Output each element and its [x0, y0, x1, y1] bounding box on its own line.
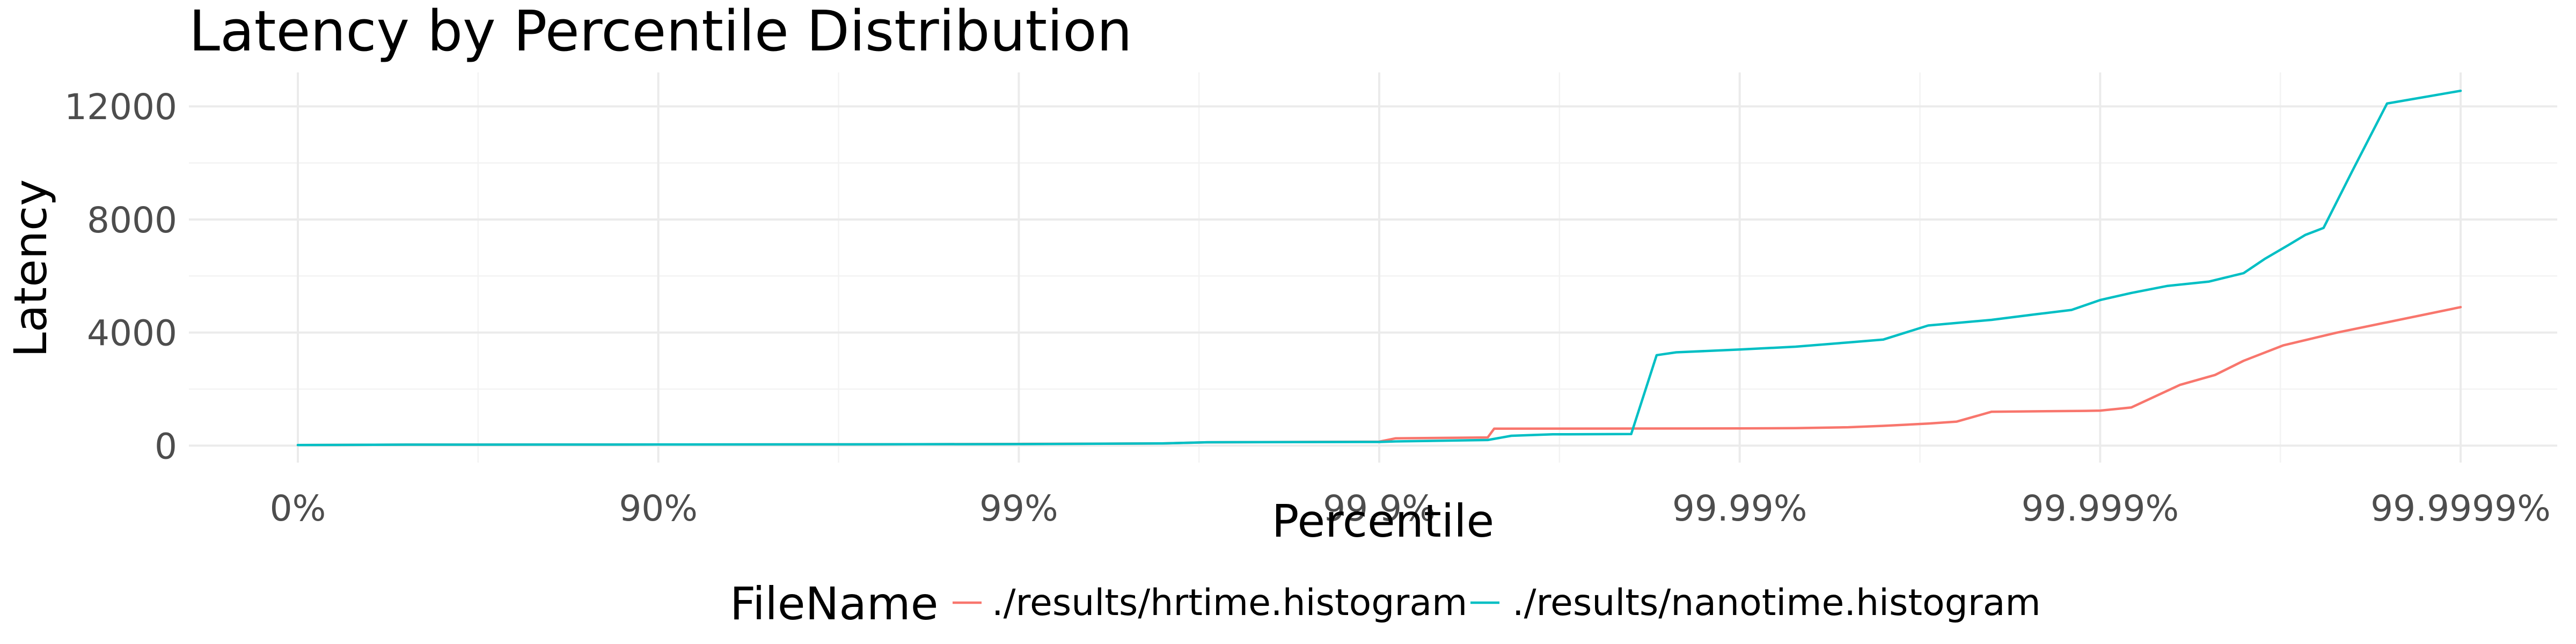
x-tick-label: 99.9% — [1323, 488, 1436, 529]
chart-title: Latency by Percentile Distribution — [189, 0, 1132, 64]
x-tick-label: 99.99% — [1672, 488, 1807, 529]
y-tick-label: 12000 — [64, 86, 177, 128]
x-tick-label: 99% — [979, 488, 1058, 529]
x-axis-title: Percentile — [1272, 495, 1494, 547]
grid — [189, 72, 2557, 463]
x-tick-label: 99.9999% — [2370, 488, 2551, 529]
y-tick-label: 8000 — [87, 200, 177, 241]
y-axis-title: Latency — [4, 179, 57, 357]
series-line-2 — [296, 89, 2462, 447]
x-tick-label: 99.999% — [2022, 488, 2179, 529]
x-axis-ticks: 0% 90% 99% 99.9% 99.99% 99.999% 99.9999% — [270, 488, 2551, 529]
y-tick-label: 0 — [155, 426, 177, 467]
legend-title: FileName — [730, 577, 938, 630]
x-tick-label: 0% — [270, 488, 326, 529]
series-lines — [296, 89, 2462, 447]
x-tick-label: 90% — [619, 488, 698, 529]
y-tick-label: 4000 — [87, 313, 177, 354]
legend-label: ./results/hrtime.histogram — [992, 582, 1467, 624]
legend: FileName ./results/hrtime.histogram ./res… — [730, 577, 2041, 630]
y-axis-ticks: 0 4000 8000 12000 — [64, 86, 177, 467]
legend-label: ./results/nanotime.histogram — [1512, 582, 2041, 624]
